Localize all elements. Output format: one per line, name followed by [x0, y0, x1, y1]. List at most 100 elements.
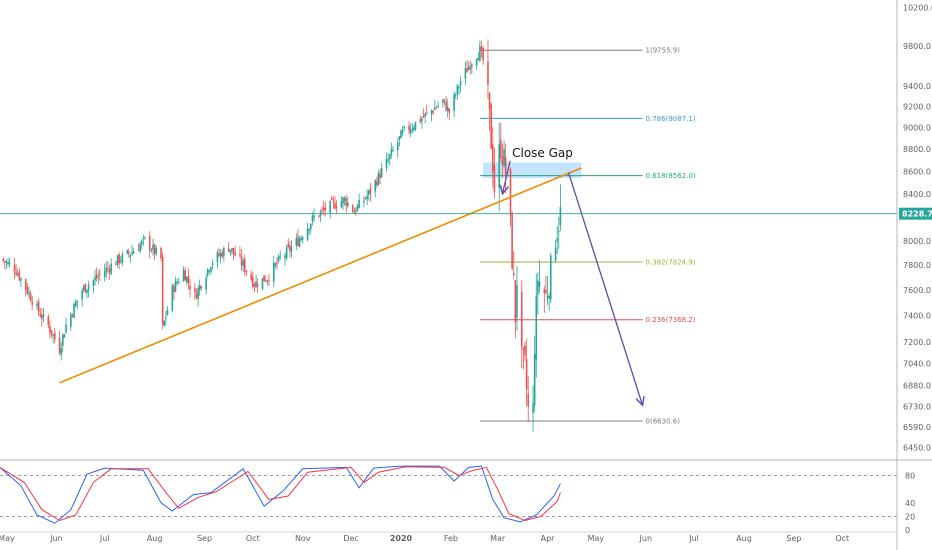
- candle-body: [390, 149, 393, 156]
- oscillator-tick-label: 0: [905, 526, 910, 535]
- candle-body: [458, 86, 460, 88]
- price-tick-label: 7600.0: [903, 286, 931, 295]
- drawing-tools-layer[interactable]: Close Gap: [59, 146, 643, 405]
- price-tick-label: 9400.0: [903, 82, 931, 91]
- candle-body: [401, 129, 404, 134]
- candle-body: [343, 197, 346, 201]
- fib-level-label: 0.236(7368.2): [646, 316, 696, 324]
- candle-body: [467, 66, 470, 70]
- candle-body: [419, 119, 422, 123]
- candle-body: [434, 107, 436, 111]
- candle-body: [36, 303, 38, 307]
- candle-body: [139, 244, 141, 252]
- candle-body: [482, 47, 484, 61]
- projection-arrow[interactable]: [567, 172, 642, 405]
- oscillator-tick-label: 20: [905, 512, 915, 521]
- candle-body: [70, 314, 72, 327]
- candle-body: [491, 144, 494, 172]
- candle-body: [240, 256, 243, 266]
- candle-body: [82, 286, 85, 290]
- candle-body: [396, 142, 399, 151]
- candle-body: [345, 198, 348, 206]
- candle-body: [432, 111, 435, 113]
- candle-body: [144, 237, 146, 239]
- candle-body: [363, 200, 365, 203]
- candle-body: [126, 250, 129, 254]
- candle-body: [219, 252, 222, 257]
- time-tick-label: Aug: [147, 534, 163, 543]
- candle-body: [182, 270, 185, 282]
- support-trendline[interactable]: [59, 167, 582, 384]
- candle-body: [409, 129, 412, 134]
- candlestick-series: [2, 39, 562, 432]
- candle-body: [453, 94, 455, 111]
- candle-body: [533, 354, 536, 406]
- price-tick-label: 7400.0: [903, 312, 931, 321]
- candle-body: [129, 254, 132, 257]
- candle-body: [206, 268, 209, 276]
- candle-body: [176, 282, 178, 284]
- candle-body: [324, 207, 327, 211]
- candle-body: [487, 61, 489, 85]
- candle-body: [464, 68, 467, 79]
- candle-body: [443, 99, 446, 101]
- candle-body: [223, 247, 225, 256]
- candle-body: [290, 246, 293, 252]
- candle-body: [264, 281, 267, 283]
- candle-body: [445, 101, 447, 111]
- candle-body: [132, 251, 135, 254]
- candle-body: [311, 215, 314, 222]
- candle-body: [165, 317, 167, 319]
- time-tick-label: Aug: [736, 534, 752, 543]
- candle-body: [274, 263, 277, 266]
- candle-body: [47, 316, 50, 326]
- candle-body: [250, 274, 253, 280]
- candle-body: [216, 252, 219, 263]
- candle-body: [334, 203, 336, 209]
- price-tick-label: 8600.0: [903, 167, 931, 176]
- time-tick-label: 2020: [390, 534, 413, 543]
- candle-body: [105, 267, 108, 273]
- candle-body: [301, 237, 304, 240]
- candle-body: [13, 265, 16, 272]
- candle-body: [351, 205, 354, 212]
- candle-body: [413, 127, 415, 131]
- candle-body: [516, 285, 518, 318]
- candle-body: [408, 125, 410, 131]
- oscillator-series-line: [0, 465, 561, 524]
- candle-body: [284, 255, 286, 259]
- candle-body: [177, 282, 180, 284]
- candle-body: [388, 154, 391, 160]
- candle-body: [174, 280, 177, 292]
- candle-body: [488, 92, 491, 109]
- candle-body: [76, 300, 79, 303]
- time-tick-label: Jul: [99, 534, 110, 543]
- close-gap-annotation[interactable]: Close Gap: [512, 146, 573, 160]
- candle-body: [493, 164, 496, 193]
- price-tick-label: 10200.0: [903, 4, 932, 13]
- candle-body: [173, 286, 175, 293]
- candle-body: [28, 292, 30, 295]
- annotation-arrow[interactable]: [502, 160, 511, 194]
- candle-body: [197, 287, 199, 300]
- candle-body: [39, 313, 42, 317]
- candle-body: [558, 230, 560, 232]
- candle-body: [41, 315, 43, 319]
- candle-body: [279, 256, 282, 258]
- candle-body: [342, 197, 344, 204]
- candle-body: [308, 229, 310, 231]
- candle-body: [364, 198, 367, 200]
- candle-body: [503, 149, 505, 166]
- time-tick-label: Oct: [246, 534, 260, 543]
- candle-body: [340, 201, 343, 208]
- candle-body: [520, 291, 523, 347]
- stochastic-oscillator-pane[interactable]: 80 40 20 0: [0, 459, 932, 535]
- candle-body: [142, 237, 145, 239]
- candle-body: [313, 215, 315, 218]
- candle-body: [298, 238, 301, 247]
- candle-body: [535, 295, 538, 360]
- fib-level-label: 1(9755.9): [646, 47, 681, 55]
- candle-body: [118, 254, 120, 264]
